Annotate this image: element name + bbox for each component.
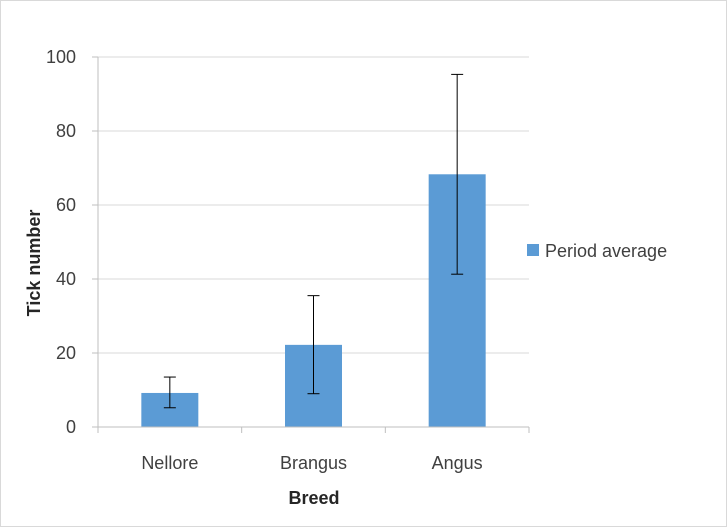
y-tick-label: 100 [46, 47, 76, 67]
legend-label: Period average [545, 241, 667, 261]
bars [141, 73, 486, 427]
y-tick-label: 40 [56, 269, 76, 289]
y-tick-label: 20 [56, 343, 76, 363]
y-tick-label: 60 [56, 195, 76, 215]
y-tick-label: 80 [56, 121, 76, 141]
tick-labels: 0 20 40 60 80 100 Nellore Brangus Angus [46, 47, 483, 473]
axes [92, 56, 530, 433]
x-tick-label: Nellore [141, 453, 198, 473]
x-axis-title: Breed [288, 488, 339, 508]
x-tick-label: Angus [432, 453, 483, 473]
legend: Period average [527, 241, 667, 261]
legend-swatch [527, 244, 539, 256]
x-tick-label: Brangus [280, 453, 347, 473]
y-axis-title: Tick number [24, 210, 44, 317]
y-tick-label: 0 [66, 417, 76, 437]
